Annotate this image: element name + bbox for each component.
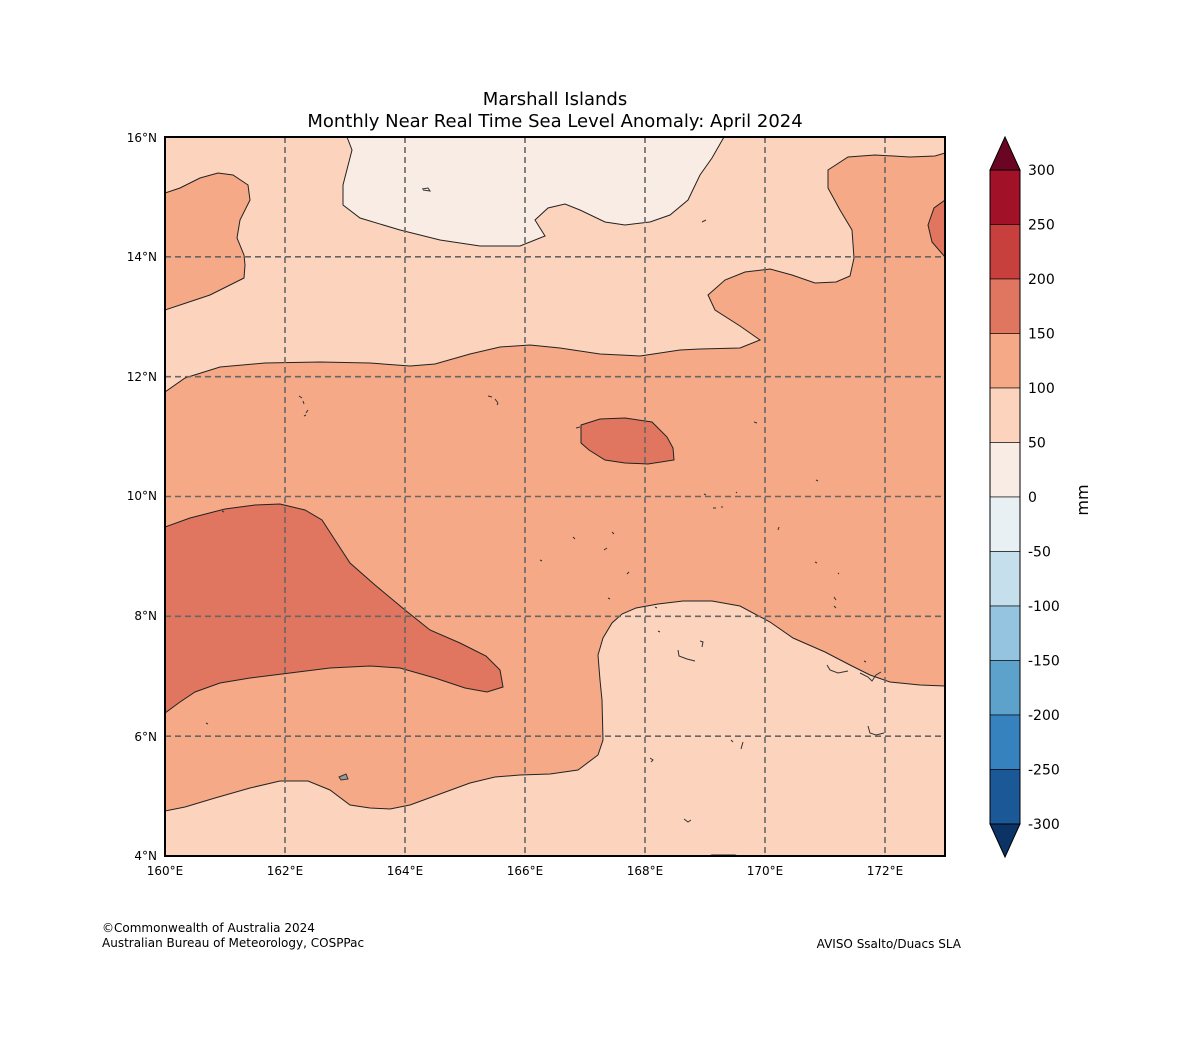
title-line-2: Monthly Near Real Time Sea Level Anomaly…	[307, 111, 802, 132]
anomaly-map	[165, 137, 945, 856]
colorbar-extend-min	[989, 823, 1021, 859]
island	[607, 597, 661, 633]
colorbar-swatch	[989, 169, 1021, 225]
island	[487, 395, 499, 406]
colorbar-tick-label: 100	[1028, 381, 1055, 397]
y-tick-label: 8°N	[134, 609, 157, 623]
colorbar-swatch	[989, 714, 1021, 770]
island	[833, 596, 837, 609]
island	[867, 725, 885, 736]
title-line-1: Marshall Islands	[483, 89, 627, 110]
colorbar-tick-label: -300	[1028, 817, 1060, 833]
y-tick-label: 4°N	[134, 849, 157, 863]
y-tick-label: 12°N	[127, 370, 157, 384]
island	[730, 739, 744, 750]
colorbar-swatch	[989, 551, 1021, 607]
colorbar-tick-label: 250	[1028, 218, 1055, 234]
region-150-200-center	[580, 417, 675, 465]
region-0-50-north	[342, 137, 725, 247]
y-axis-ticks: 4°N 6°N 8°N 10°N 12°N 14°N 16°N	[127, 131, 157, 863]
colorbar-frame	[989, 169, 1021, 825]
island-outlines	[205, 187, 885, 823]
colorbar: 300 250 200 150 100 50 0 -50 -100 -150 -200 -250 -30…	[989, 135, 1092, 859]
colorbar-swatches	[989, 169, 1021, 825]
island	[421, 187, 432, 192]
island	[649, 757, 654, 763]
colorbar-tick-label: -50	[1028, 545, 1051, 561]
x-tick-label: 166°E	[507, 864, 544, 878]
colorbar-tick-label: 50	[1028, 436, 1046, 452]
colorbar-tick-label: -250	[1028, 763, 1060, 779]
island	[701, 219, 707, 223]
map-frame	[164, 136, 946, 857]
region-100-150-northwest	[165, 172, 251, 311]
colorbar-swatch	[989, 387, 1021, 443]
colorbar-tick-label: 200	[1028, 272, 1055, 288]
island	[777, 526, 780, 531]
island	[683, 818, 692, 823]
island	[677, 640, 704, 662]
data-source: AVISO Ssalto/Duacs SLA	[817, 937, 962, 951]
y-tick-label: 6°N	[134, 730, 157, 744]
colorbar-tick-label: -200	[1028, 708, 1060, 724]
colorbar-swatch	[989, 496, 1021, 552]
graticule	[165, 137, 945, 856]
colorbar-extend-max	[989, 135, 1021, 171]
colorbar-swatch	[989, 442, 1021, 498]
x-tick-label: 168°E	[627, 864, 664, 878]
y-tick-label: 14°N	[127, 250, 157, 264]
island	[815, 479, 819, 482]
x-tick-label: 160°E	[147, 864, 184, 878]
island	[572, 531, 615, 551]
y-tick-label: 16°N	[127, 131, 157, 145]
colorbar-tick-label: -150	[1028, 654, 1060, 670]
island	[826, 660, 867, 674]
colorbar-tick-label: -100	[1028, 599, 1060, 615]
colorbar-swatch	[989, 605, 1021, 661]
x-tick-label: 170°E	[747, 864, 784, 878]
island	[338, 773, 349, 781]
y-tick-label: 10°N	[127, 489, 157, 503]
island	[703, 491, 738, 509]
x-tick-label: 162°E	[267, 864, 304, 878]
region-150-200-west	[165, 503, 504, 714]
x-tick-label: 172°E	[867, 864, 904, 878]
island	[303, 409, 309, 417]
colorbar-swatch	[989, 769, 1021, 825]
island	[298, 395, 305, 405]
region-150-200-east	[927, 199, 945, 258]
colorbar-tick-label: 150	[1028, 327, 1055, 343]
colorbar-tick-label: 0	[1028, 490, 1037, 506]
colorbar-swatch	[989, 224, 1021, 280]
island	[814, 561, 840, 575]
x-tick-label: 164°E	[387, 864, 424, 878]
colorbar-swatch	[989, 278, 1021, 334]
island	[205, 510, 225, 725]
organization-line: Australian Bureau of Meteorology, COSPPa…	[102, 936, 364, 950]
island	[753, 421, 758, 424]
colorbar-swatch	[989, 660, 1021, 716]
colorbar-tick-label: 300	[1028, 163, 1055, 179]
island	[859, 671, 882, 682]
colorbar-swatch	[989, 333, 1021, 389]
island	[575, 426, 581, 429]
copyright-line: ©Commonwealth of Australia 2024	[102, 921, 315, 935]
x-axis-ticks: 160°E 162°E 164°E 166°E 168°E 170°E 172°…	[147, 864, 904, 878]
colorbar-ticks: 300 250 200 150 100 50 0 -50 -100 -150 -200 -250 -30…	[1028, 163, 1060, 833]
colorbar-label: mm	[1073, 484, 1092, 515]
island	[539, 559, 630, 575]
